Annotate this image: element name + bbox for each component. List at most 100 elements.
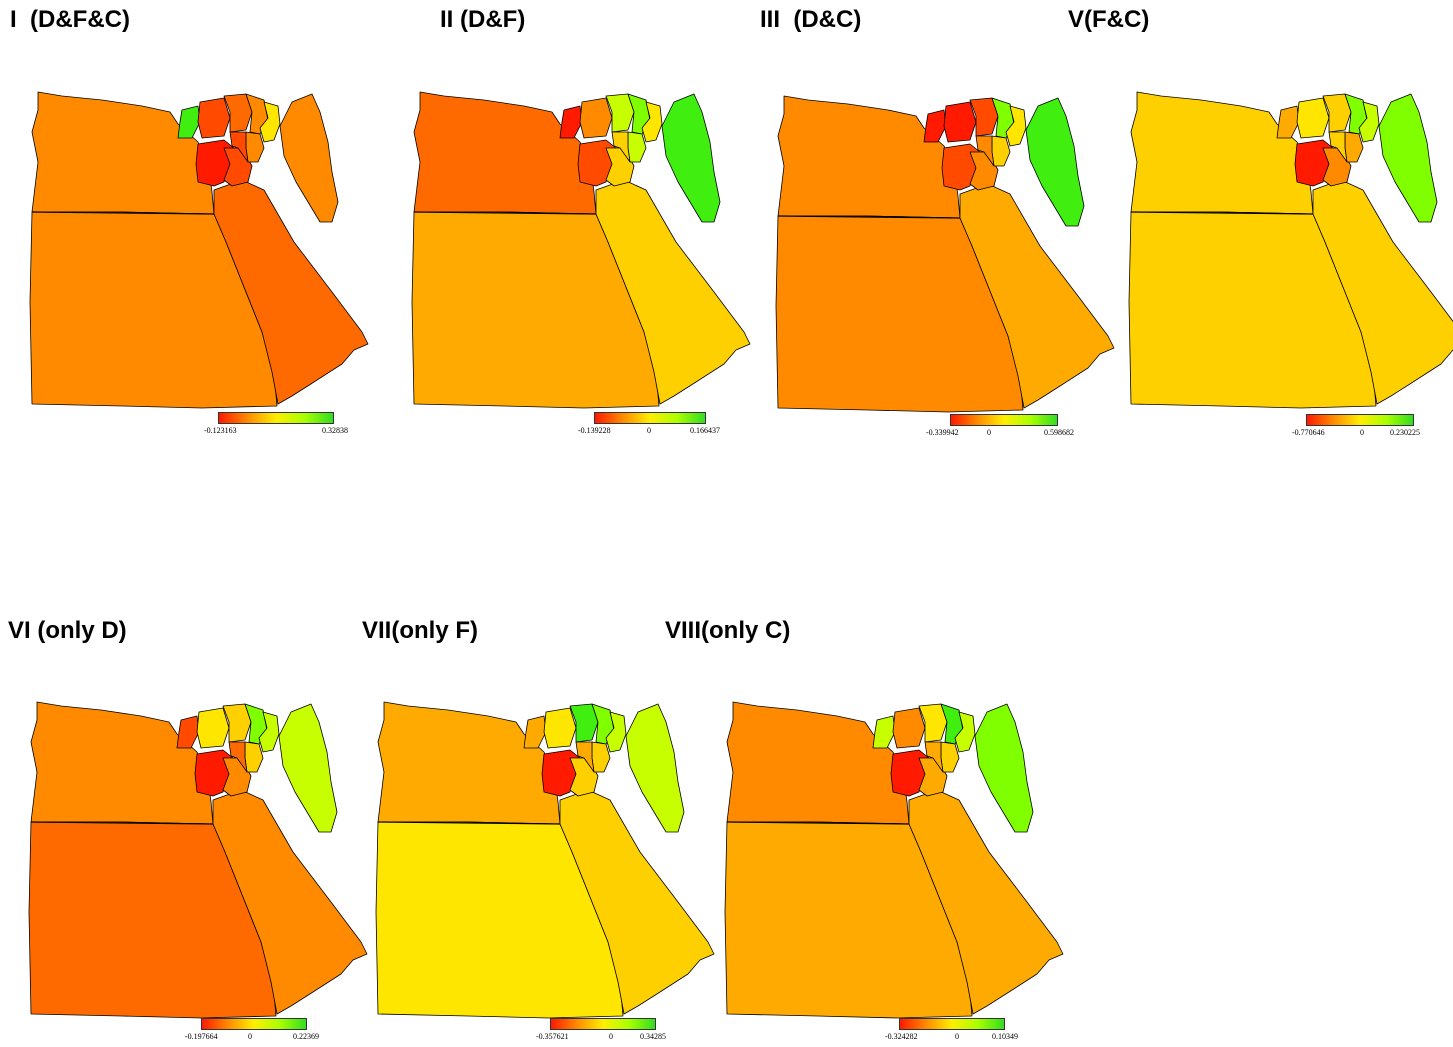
governorate-region-sinai (661, 93, 721, 223)
legend-min-label: -0.197664 (185, 1032, 218, 1041)
governorate-region-sinai (974, 703, 1034, 833)
governorate-region-east-desert (908, 789, 1064, 1015)
governorate-region-sinai (279, 93, 339, 223)
panel-title-5: VI (only D) (8, 617, 127, 644)
governorate-region-sinai (1378, 93, 1438, 223)
governorate-region-delta-6 (575, 741, 595, 773)
legend-gradient-bar (218, 412, 334, 424)
governorate-boundary-line (726, 821, 910, 825)
governorate-region-delta-5 (245, 131, 265, 163)
governorate-region-delta-5 (244, 741, 264, 773)
governorate-region-delta-6 (975, 135, 995, 167)
egypt-map-panel-2 (411, 91, 751, 409)
governorate-region-delta-4 (641, 101, 663, 143)
legend-min-label: -0.139228 (578, 426, 611, 435)
governorate-region-delta-5 (591, 741, 611, 773)
governorate-region-delta-w (523, 715, 547, 749)
governorate-region-delta-5 (991, 135, 1011, 167)
legend-gradient-bar (950, 414, 1058, 426)
governorate-region-sinai (1025, 97, 1085, 227)
panel-title-1: I (D&F&C) (10, 6, 130, 33)
legend-max-label: 0.34285 (640, 1032, 666, 1041)
legend-min-label: -0.339942 (926, 428, 959, 437)
governorate-region-nile-a (541, 749, 581, 797)
governorate-boundary-line (30, 821, 214, 825)
legend-gradient-bar (1306, 414, 1414, 426)
egypt-map-panel-6 (375, 701, 715, 1019)
governorate-region-delta-w (1276, 105, 1300, 139)
panel-title-3: III (D&C) (760, 6, 862, 33)
governorate-region-delta-5 (627, 131, 647, 163)
governorate-region-delta-6 (611, 131, 631, 163)
governorate-region-delta-6 (1328, 131, 1348, 163)
governorate-region-nile-a (941, 143, 981, 191)
legend-min-label: -0.357621 (536, 1032, 569, 1041)
legend-max-label: 0.32838 (322, 426, 348, 435)
governorate-region-nile-a (194, 749, 234, 797)
egypt-map-panel-3 (775, 95, 1115, 413)
governorate-region-delta-4 (605, 711, 627, 753)
legend-zero-label: 0 (609, 1032, 613, 1041)
governorate-region-delta-1 (943, 101, 977, 143)
legend-zero-label: 0 (1360, 428, 1364, 437)
legend-zero-label: 0 (955, 1032, 959, 1041)
legend-max-label: 0.598682 (1044, 428, 1074, 437)
governorate-region-sinai (625, 703, 685, 833)
legend-min-label: -0.770646 (1292, 428, 1325, 437)
governorate-region-delta-w (176, 715, 200, 749)
egypt-map-panel-4 (1128, 91, 1453, 409)
governorate-boundary-line (413, 211, 597, 215)
governorate-region-east-desert (212, 789, 368, 1015)
governorate-region-east-desert (1312, 179, 1453, 405)
legend-min-label: -0.324282 (885, 1032, 918, 1041)
governorate-region-nile-a (1294, 139, 1334, 187)
governorate-region-delta-1 (579, 97, 613, 139)
governorate-region-delta-6 (228, 741, 248, 773)
governorate-region-delta-4 (1005, 105, 1027, 147)
legend-gradient-bar (550, 1018, 656, 1030)
governorate-region-sinai (278, 703, 338, 833)
governorate-boundary-line (777, 215, 961, 219)
governorate-region-delta-1 (197, 97, 231, 139)
governorate-region-delta-4 (258, 711, 280, 753)
governorate-region-nile-a (195, 139, 235, 187)
governorate-region-delta-w (559, 105, 583, 139)
legend-min-label: -0.123163 (204, 426, 237, 435)
governorate-region-delta-5 (1344, 131, 1364, 163)
egypt-map-panel-7 (724, 701, 1064, 1019)
governorate-region-delta-1 (892, 707, 926, 749)
panel-title-6: VII(only F) (362, 617, 478, 644)
governorate-boundary-line (377, 821, 561, 825)
governorate-region-delta-w (872, 715, 896, 749)
legend-zero-label: 0 (248, 1032, 252, 1041)
governorate-region-east-desert (213, 179, 369, 405)
legend-max-label: 0.10349 (992, 1032, 1018, 1041)
governorate-region-nile-a (890, 749, 930, 797)
governorate-region-delta-1 (196, 707, 230, 749)
legend-gradient-bar (594, 412, 706, 424)
governorate-region-east-desert (959, 183, 1115, 409)
panel-title-4: V(F&C) (1068, 6, 1150, 33)
governorate-region-delta-6 (924, 741, 944, 773)
legend-max-label: 0.230225 (1390, 428, 1420, 437)
governorate-region-delta-w (177, 105, 201, 139)
governorate-region-delta-4 (259, 101, 281, 143)
governorate-region-delta-1 (543, 707, 577, 749)
legend-zero-label: 0 (647, 426, 651, 435)
governorate-region-delta-4 (1358, 101, 1380, 143)
governorate-region-delta-4 (954, 711, 976, 753)
legend-gradient-bar (201, 1018, 307, 1030)
egypt-map-panel-5 (28, 701, 368, 1019)
egypt-map-panel-1 (29, 91, 369, 409)
governorate-boundary-line (1130, 211, 1314, 215)
governorate-region-nile-a (577, 139, 617, 187)
governorate-region-delta-5 (940, 741, 960, 773)
legend-max-label: 0.22369 (293, 1032, 319, 1041)
legend-max-label: 0.166437 (690, 426, 720, 435)
legend-zero-label: 0 (987, 428, 991, 437)
governorate-region-delta-6 (229, 131, 249, 163)
governorate-region-east-desert (595, 179, 751, 405)
governorate-boundary-line (31, 211, 215, 215)
panel-title-2: II (D&F) (440, 6, 526, 33)
governorate-region-delta-w (923, 109, 947, 143)
